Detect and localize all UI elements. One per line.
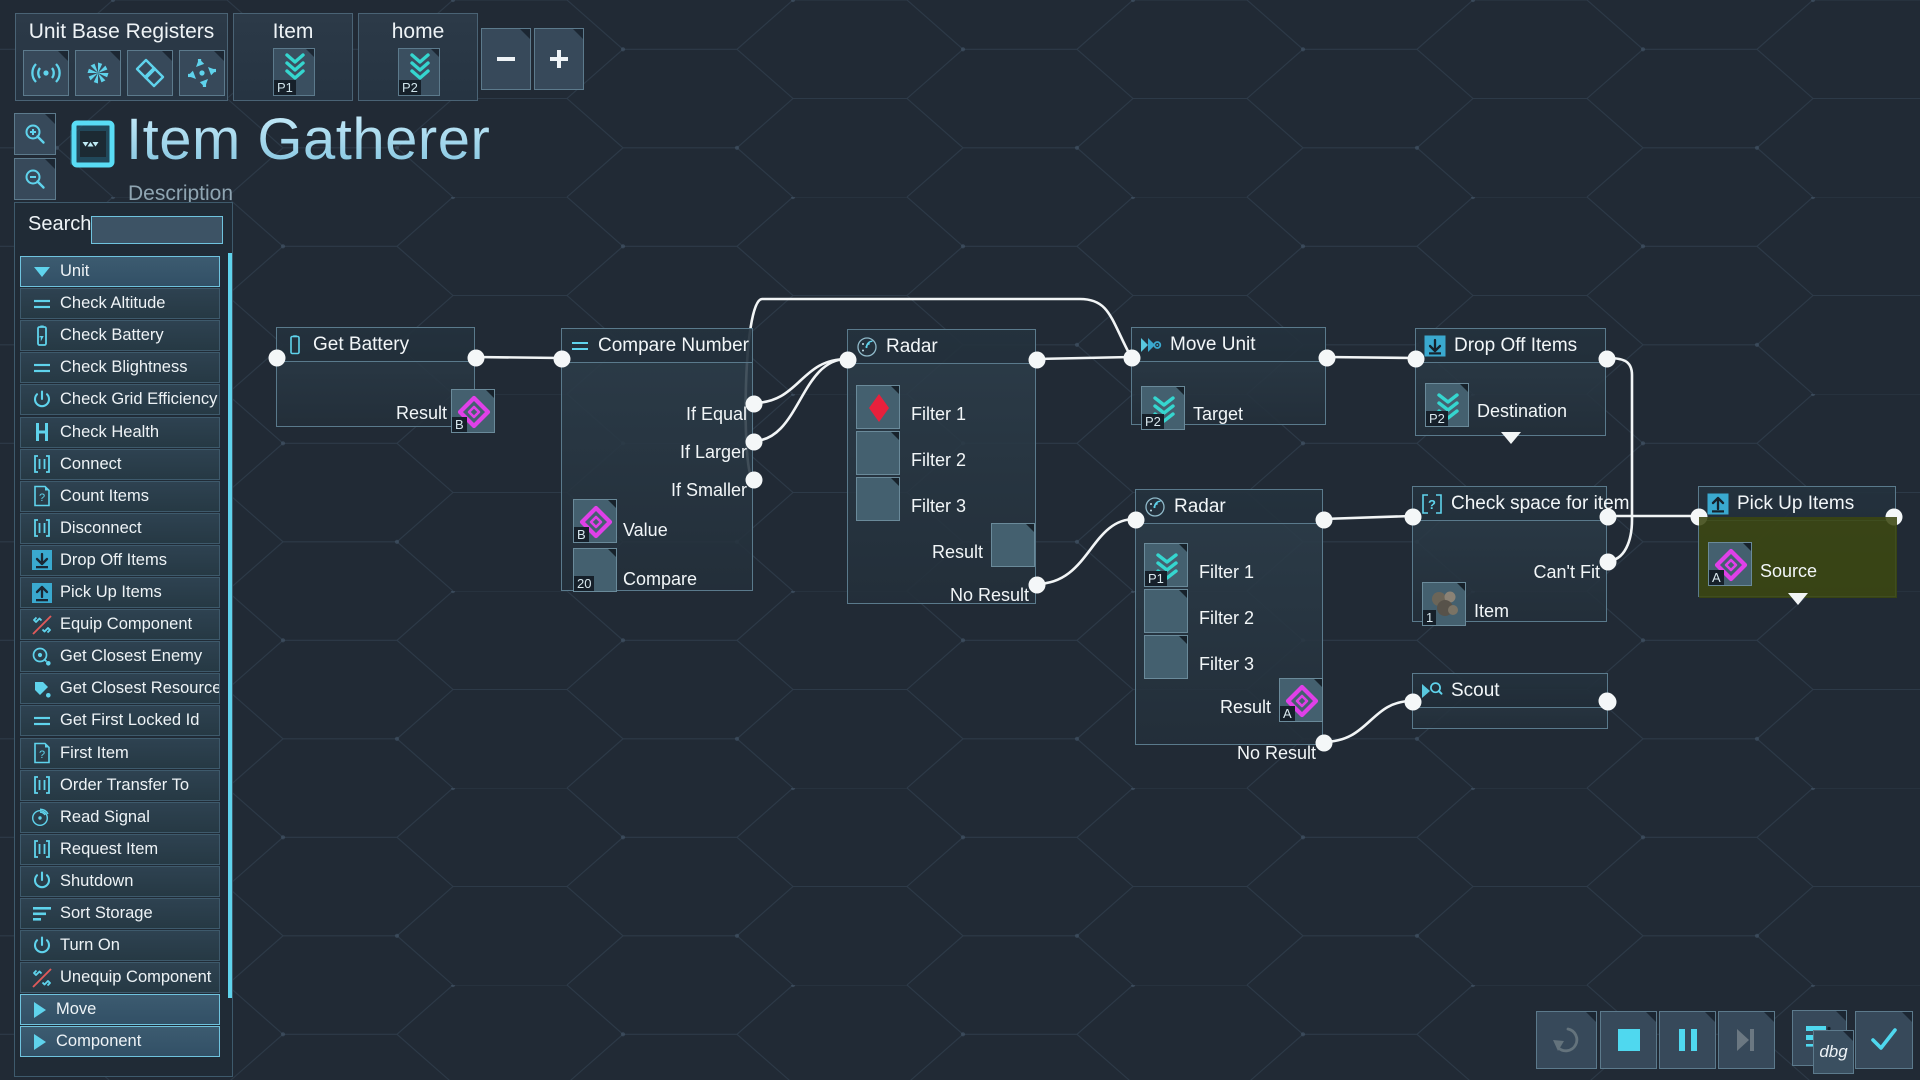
svg-text:?: ?: [1428, 497, 1436, 512]
